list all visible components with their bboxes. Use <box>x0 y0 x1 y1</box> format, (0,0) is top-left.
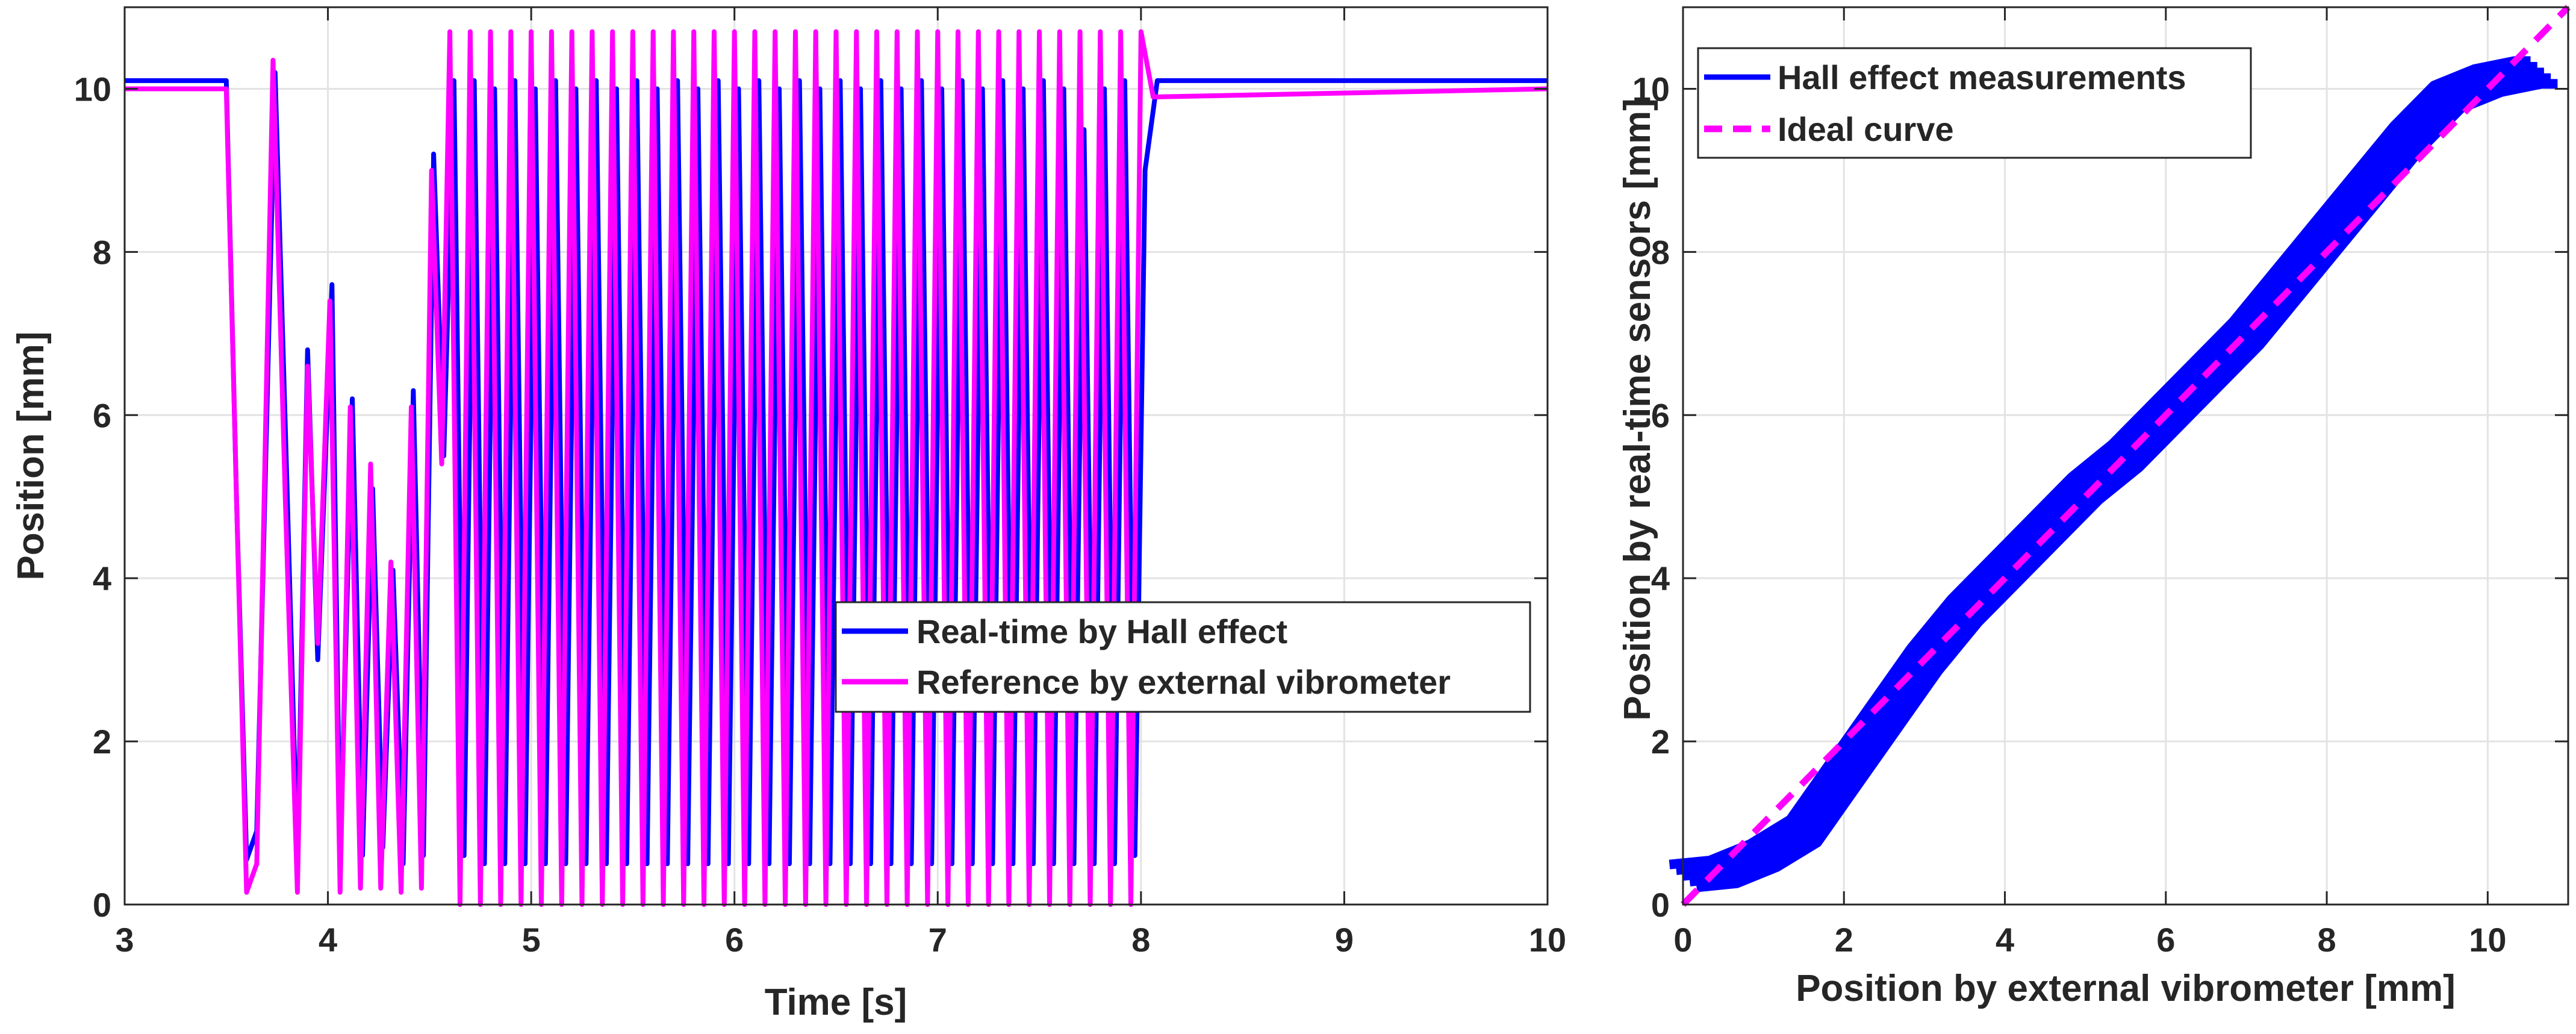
right-y-tick-label: 2 <box>1651 723 1670 761</box>
right-x-tick-label: 10 <box>2469 921 2506 959</box>
left-x-tick-label: 5 <box>522 921 541 959</box>
left-x-tick-label: 8 <box>1131 921 1150 959</box>
right-y-tick-label: 0 <box>1651 886 1670 924</box>
right-series-hall-band-line <box>1675 61 2537 876</box>
right-series-hall-band-line <box>1689 73 2551 887</box>
left-x-tick-label: 9 <box>1335 921 1354 959</box>
right-x-axis-label: Position by external vibrometer [mm] <box>1796 968 2456 1009</box>
right-y-tick-label: 4 <box>1651 559 1670 597</box>
right-x-tick-label: 8 <box>2318 921 2336 959</box>
right-x-tick-label: 2 <box>1835 921 1853 959</box>
right-chart: 0 2 4 6 8 10 0 2 4 6 8 10 Position by external vibr… <box>1617 5 2571 1009</box>
left-x-tick-label: 3 <box>115 921 134 959</box>
left-x-tick-label: 10 <box>1529 921 1566 959</box>
right-series-hall-band-line <box>1696 79 2558 892</box>
right-y-tick-label: 10 <box>1632 70 1670 108</box>
right-series-ideal-line <box>1681 5 2571 907</box>
right-y-axis-label: Position by real-time sensors [mm] <box>1617 98 1658 721</box>
right-y-tick-label: 6 <box>1651 396 1670 434</box>
right-x-tick-label: 6 <box>2156 921 2175 959</box>
left-y-tick-label: 6 <box>93 396 111 434</box>
right-y-tick-label: 8 <box>1651 233 1670 271</box>
right-legend-box <box>1697 47 2252 159</box>
right-legend-hall-label: Hall effect measurements <box>1778 58 2186 96</box>
right-legend: Hall effect measurements Ideal curve <box>1697 47 2252 159</box>
left-legend-hall-label: Real-time by Hall effect <box>916 612 1287 650</box>
left-y-axis-label: Position [mm] <box>10 331 52 580</box>
left-y-tick-label: 4 <box>93 559 111 597</box>
right-series-hall-band-line <box>1669 56 2531 870</box>
left-legend-box <box>835 601 1531 713</box>
left-y-tick-label: 0 <box>93 886 111 924</box>
left-legend: Real-time by Hall effect Reference by ex… <box>835 601 1531 713</box>
left-y-tick-label: 8 <box>93 233 111 271</box>
right-x-tick-label: 4 <box>1996 921 2014 959</box>
left-plot-frame <box>123 6 1549 906</box>
left-legend-reference-label: Reference by external vibrometer <box>916 663 1451 701</box>
right-series-hall-band-line <box>1682 67 2544 881</box>
right-x-tick-label: 0 <box>1673 921 1692 959</box>
left-x-tick-label: 6 <box>725 921 744 959</box>
left-y-tick-label: 10 <box>74 70 111 108</box>
left-x-axis-label: Time [s] <box>765 982 907 1023</box>
right-legend-ideal-label: Ideal curve <box>1778 110 1954 148</box>
right-plot-frame <box>1682 6 2569 906</box>
left-x-tick-label: 7 <box>929 921 947 959</box>
left-y-tick-label: 2 <box>93 723 111 761</box>
left-x-tick-label: 4 <box>319 921 337 959</box>
